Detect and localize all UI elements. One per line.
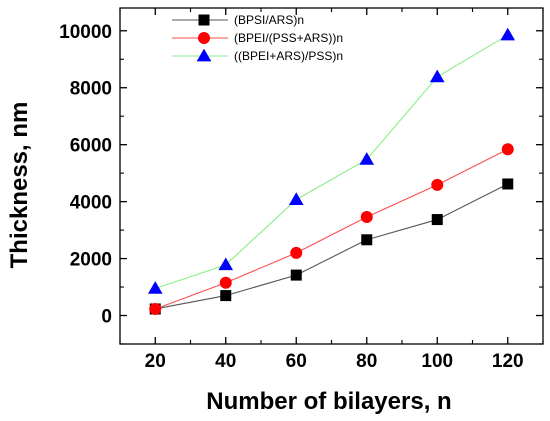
square-marker xyxy=(290,269,302,281)
triangle-marker xyxy=(500,27,516,41)
circle-marker xyxy=(149,302,162,315)
x-tick-label: 100 xyxy=(421,351,453,372)
triangle-marker xyxy=(147,281,163,294)
legend-item: (BPEI/(PSS+ARS))n xyxy=(172,31,343,45)
x-tick-label: 80 xyxy=(356,351,377,372)
legend-label: ((BPEI+ARS)/PSS)n xyxy=(234,49,343,63)
circle-marker xyxy=(290,246,303,259)
y-tick-label: 4000 xyxy=(70,193,112,214)
triangle-marker xyxy=(359,152,375,165)
series-3 xyxy=(147,27,516,294)
legend-item: ((BPEI+ARS)/PSS)n xyxy=(172,48,343,63)
circle-marker xyxy=(198,32,210,44)
square-marker xyxy=(220,290,232,302)
legend: (BPSI/ARS)n (BPEI/(PSS+ARS))n ((BPEI+ARS)/… xyxy=(172,13,343,63)
triangle-marker xyxy=(429,69,445,83)
x-tick-label: 60 xyxy=(286,351,307,372)
series-1 xyxy=(149,178,514,315)
circle-marker xyxy=(360,211,373,224)
triangle-marker xyxy=(218,257,234,271)
legend-label: (BPEI/(PSS+ARS))n xyxy=(234,31,343,45)
circle-marker xyxy=(219,276,232,289)
circle-marker xyxy=(431,178,444,191)
y-axis-title: Thickness, nm xyxy=(6,102,33,269)
legend-label: (BPSI/ARS)n xyxy=(234,13,304,27)
circle-marker xyxy=(501,143,514,156)
triangle-marker xyxy=(288,192,304,205)
series-line xyxy=(155,183,508,310)
series-line xyxy=(155,148,508,310)
series-2 xyxy=(149,143,514,315)
triangle-marker xyxy=(196,48,212,62)
x-tick-label: 20 xyxy=(145,351,166,372)
x-axis-title: Number of bilayers, n xyxy=(206,388,451,415)
x-tick-label: 40 xyxy=(215,351,236,372)
y-tick-label: 8000 xyxy=(70,79,112,100)
y-tick-label: 10000 xyxy=(59,22,112,43)
x-axis: 20 40 60 80 100 120 xyxy=(119,8,544,372)
square-marker xyxy=(361,234,373,246)
legend-item: (BPSI/ARS)n xyxy=(172,13,304,27)
square-marker xyxy=(198,14,210,26)
series-line xyxy=(155,34,509,289)
square-marker xyxy=(431,214,443,226)
y-tick-label: 0 xyxy=(101,307,112,328)
y-tick-label: 6000 xyxy=(70,136,112,157)
y-axis: 0 2000 4000 6000 8000 10000 xyxy=(59,22,543,345)
series-layer xyxy=(147,27,516,315)
y-tick-label: 2000 xyxy=(70,250,112,271)
x-tick-label: 120 xyxy=(492,351,524,372)
square-marker xyxy=(502,178,514,190)
